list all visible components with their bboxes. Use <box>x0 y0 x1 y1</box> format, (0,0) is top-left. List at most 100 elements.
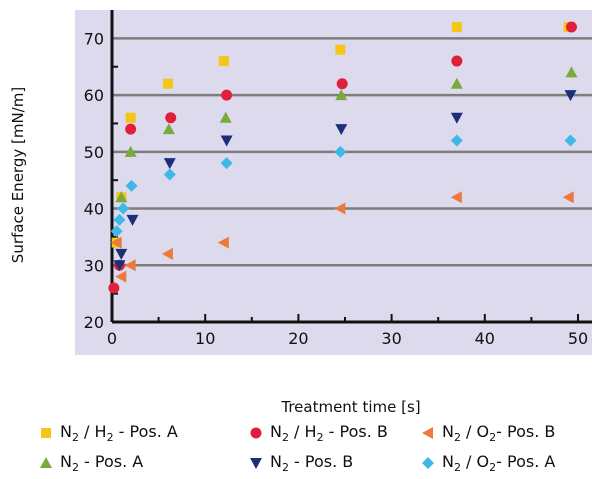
legend-label-part: 2 <box>453 431 461 445</box>
legend-label-part: 2 <box>489 461 497 475</box>
point-triangle-up <box>162 123 175 135</box>
legend-label-part: 2 <box>71 431 79 445</box>
legend-swatch <box>250 427 262 439</box>
point-diamond <box>125 179 138 192</box>
x-tick-label: 10 <box>195 329 215 348</box>
legend-label-part: 2 <box>106 431 114 445</box>
point-triangle-left <box>422 427 433 440</box>
legend-label-part: / H <box>288 422 317 441</box>
point-triangle-left <box>161 247 173 260</box>
point-triangle-down <box>115 248 128 260</box>
legend-item: N2 / O2- Pos. A <box>420 452 592 474</box>
point-square <box>162 78 173 89</box>
y-tick-label: 60 <box>84 86 104 105</box>
point-triangle-left <box>334 202 346 215</box>
legend-label-part: / O <box>460 422 490 441</box>
point-triangle-left <box>115 270 127 283</box>
legend-swatch <box>422 457 434 470</box>
point-diamond <box>564 134 577 147</box>
legend-item: N2 / H2 - Pos. B <box>248 422 420 444</box>
legend-label-part: / O <box>460 452 490 472</box>
point-triangle-left <box>562 191 574 204</box>
tick-labels: 20 30 40 50 60 70 0 10 20 30 40 50 <box>84 29 589 348</box>
chart: 20 30 40 50 60 70 0 10 20 30 40 50 Surface Energy [… <box>9 10 592 416</box>
y-tick-label: 20 <box>84 313 104 332</box>
point-triangle-left <box>124 259 136 272</box>
legend-label: N2 / O2- Pos. A <box>442 452 555 474</box>
x-tick-label: 50 <box>568 329 588 348</box>
legend: N2 / H2 - Pos. A N2 / H2 - Pos. B N2 / O2-… <box>38 422 592 474</box>
point-circle <box>165 112 177 124</box>
point-diamond <box>334 145 347 158</box>
y-tick-label: 50 <box>84 143 104 162</box>
point-circle <box>451 55 463 67</box>
legend-label-part: N <box>270 422 282 441</box>
legend-label: N2 - Pos. A <box>60 452 143 474</box>
legend-swatch <box>40 457 52 469</box>
legend-label-part: 2 <box>316 431 324 445</box>
point-circle <box>565 21 577 33</box>
point-triangle-up <box>565 66 578 78</box>
legend-label-part: / H <box>78 422 107 441</box>
point-triangle-up <box>124 145 137 157</box>
x-tick-label: 0 <box>107 329 117 348</box>
legend-label-part: 2 <box>453 461 461 475</box>
axes <box>110 10 592 324</box>
point-triangle-up <box>115 191 128 203</box>
legend-item: N2 - Pos. B <box>248 452 420 474</box>
point-square <box>451 22 462 33</box>
legend-label-part: N <box>442 452 454 472</box>
point-square <box>218 56 229 67</box>
legend-label-part: - Pos. B <box>323 422 388 441</box>
point-triangle-left <box>450 191 462 204</box>
point-triangle-down <box>335 124 348 136</box>
point-triangle-down <box>113 260 126 272</box>
point-triangle-up <box>219 111 232 123</box>
legend-label-part: N <box>60 452 72 472</box>
legend-label-part: N <box>60 422 72 441</box>
point-triangle-down <box>450 112 463 124</box>
point-triangle-up <box>450 77 463 89</box>
point-diamond <box>113 213 126 226</box>
legend-label-part: N <box>442 422 454 441</box>
point-square <box>41 428 51 439</box>
plot-background <box>75 10 592 355</box>
legend-swatch <box>422 427 433 440</box>
legend-label: N2 / H2 - Pos. A <box>60 422 178 444</box>
y-axis-title: Surface Energy [mN/m] <box>9 87 27 263</box>
data-points <box>108 21 578 294</box>
point-diamond <box>163 168 176 181</box>
point-diamond <box>220 157 233 170</box>
x-axis-title: Treatment time [s] <box>280 398 420 416</box>
point-square <box>335 44 346 55</box>
point-triangle-down <box>220 135 233 147</box>
legend-label-part: - Pos. B <box>496 422 556 441</box>
legend-label-part: 2 <box>281 461 289 475</box>
legend-label-part: 2 <box>281 431 289 445</box>
legend-item: N2 / H2 - Pos. A <box>38 422 248 444</box>
legend-swatch <box>250 458 262 470</box>
point-triangle-down <box>250 458 262 470</box>
point-triangle-down <box>564 90 577 102</box>
legend-label-part: - Pos. A <box>496 452 556 472</box>
legend-swatch <box>41 428 51 439</box>
point-triangle-down <box>126 214 139 226</box>
point-circle <box>221 89 233 101</box>
point-diamond <box>422 457 434 470</box>
point-diamond <box>450 134 463 147</box>
point-triangle-down <box>163 158 176 170</box>
legend-label: N2 / O2- Pos. B <box>442 422 555 444</box>
point-square <box>125 112 136 123</box>
point-circle <box>250 427 262 439</box>
legend-label-part: - Pos. A <box>78 452 144 472</box>
legend-item: N2 - Pos. A <box>38 452 248 474</box>
x-tick-label: 40 <box>475 329 495 348</box>
legend-label-part: N <box>270 452 282 472</box>
point-circle <box>336 78 348 90</box>
point-circle <box>125 123 137 135</box>
point-triangle-up <box>335 89 348 101</box>
y-tick-label: 30 <box>84 256 104 275</box>
legend-label-part: - Pos. A <box>113 422 178 441</box>
point-triangle-left <box>217 236 229 249</box>
point-diamond <box>117 202 130 215</box>
